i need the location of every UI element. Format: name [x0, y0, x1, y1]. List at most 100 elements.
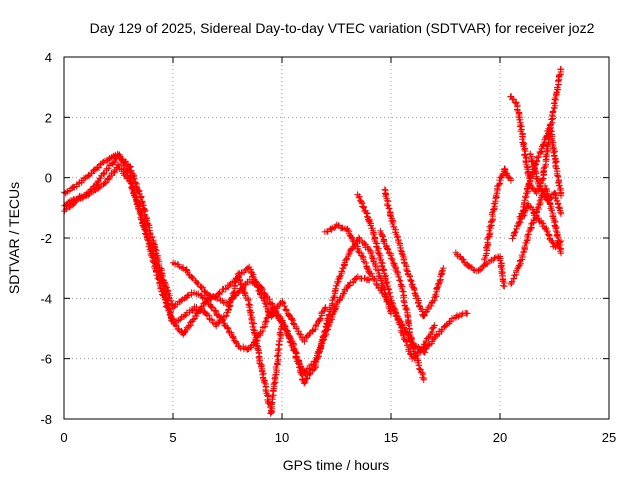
data-point-marker	[464, 310, 471, 317]
series-14	[515, 200, 565, 251]
data-point-marker	[557, 249, 565, 257]
data-point-markers	[398, 250, 416, 289]
data-point-markers	[507, 93, 520, 107]
data-point-markers	[507, 262, 523, 288]
data-point-markers	[191, 277, 208, 295]
data-point-markers	[536, 183, 551, 204]
data-point-markers	[93, 179, 110, 192]
data-point-markers	[431, 267, 446, 301]
data-point-markers	[409, 344, 428, 382]
data-point-markers	[322, 285, 339, 331]
y-tick-label: -8	[40, 412, 52, 427]
data-point-markers	[312, 327, 329, 371]
data-point-markers	[180, 265, 197, 282]
data-point-markers	[191, 299, 208, 320]
series-15	[527, 150, 565, 218]
data-point-marker	[557, 65, 565, 73]
data-point-markers	[516, 232, 532, 269]
data-point-markers	[409, 283, 427, 320]
data-point-marker	[322, 304, 329, 311]
y-tick-label: -6	[40, 352, 52, 367]
data-point-markers	[420, 324, 437, 350]
data-point-markers	[268, 300, 285, 325]
data-point-markers	[365, 216, 383, 258]
x-tick-label: 20	[493, 430, 507, 445]
data-point-markers	[256, 309, 274, 339]
data-point-markers	[514, 102, 528, 148]
data-point-markers	[224, 325, 242, 350]
data-point-markers	[387, 252, 405, 290]
data-point-markers	[301, 326, 317, 345]
data-point-markers	[114, 161, 133, 182]
data-point-markers	[542, 224, 558, 250]
data-point-markers	[387, 294, 405, 335]
grid	[64, 57, 609, 419]
data-marks	[61, 65, 565, 417]
data-point-markers	[180, 315, 198, 338]
data-point-markers	[515, 202, 531, 228]
data-point-marker	[278, 319, 286, 326]
data-point-markers	[496, 253, 508, 289]
y-tick-label: 2	[45, 110, 52, 125]
chart-title: Day 129 of 2025, Sidereal Day-to-day VTE…	[90, 20, 595, 36]
data-point-markers	[376, 252, 394, 300]
data-point-marker	[557, 210, 565, 218]
data-point-markers	[487, 185, 501, 226]
data-point-markers	[333, 284, 351, 308]
data-point-markers	[267, 319, 286, 417]
x-tick-label: 15	[384, 430, 398, 445]
x-axis-label: GPS time / hours	[283, 457, 390, 473]
y-tick-label: 0	[45, 171, 52, 186]
data-point-markers	[126, 176, 144, 213]
series-8	[381, 186, 447, 320]
data-point-markers	[83, 186, 99, 200]
data-point-markers	[354, 245, 372, 273]
data-point-markers	[333, 255, 351, 290]
series-4	[169, 259, 286, 326]
data-point-markers	[321, 223, 339, 236]
data-point-markers	[279, 298, 297, 324]
x-tick-label: 5	[169, 430, 176, 445]
data-point-markers	[104, 164, 121, 183]
data-point-markers	[148, 244, 165, 285]
data-point-markers	[202, 289, 219, 301]
plot-frame	[63, 56, 610, 420]
data-point-markers	[170, 296, 186, 312]
data-point-markers	[546, 122, 560, 171]
data-point-marker	[440, 264, 447, 272]
data-point-markers	[452, 249, 470, 268]
data-point-markers	[354, 191, 372, 223]
data-point-markers	[103, 153, 120, 172]
data-point-markers	[71, 192, 88, 203]
data-point-markers	[115, 152, 131, 168]
data-point-marker	[507, 177, 515, 184]
data-point-markers	[290, 320, 306, 343]
data-point-marker	[501, 283, 508, 290]
data-point-markers	[377, 227, 395, 257]
data-point-markers	[257, 283, 274, 307]
data-point-markers	[420, 297, 438, 320]
data-point-marker	[366, 277, 373, 284]
data-point-markers	[136, 207, 155, 249]
data-point-markers	[431, 323, 448, 342]
data-point-markers	[365, 246, 383, 280]
data-point-markers	[301, 365, 318, 387]
y-axis-label: SDTVAR / TECUs	[6, 182, 22, 294]
data-point-markers	[224, 289, 241, 309]
x-tick-label: 0	[60, 430, 67, 445]
series-9	[452, 249, 508, 290]
data-point-marker	[420, 376, 427, 383]
data-point-markers	[125, 163, 143, 198]
data-point-markers	[224, 274, 240, 291]
data-point-markers	[398, 283, 416, 350]
data-point-markers	[289, 340, 307, 385]
data-point-markers	[246, 276, 263, 290]
y-tick-label: 4	[45, 50, 52, 65]
x-tick-label: 25	[602, 430, 616, 445]
y-tick-label: -4	[40, 291, 52, 306]
series-13	[507, 182, 565, 288]
tick-labels: 0 5 10 15 20 25 -8 -6 -4 -2 0 2 4	[40, 50, 616, 445]
data-point-markers	[481, 222, 495, 263]
